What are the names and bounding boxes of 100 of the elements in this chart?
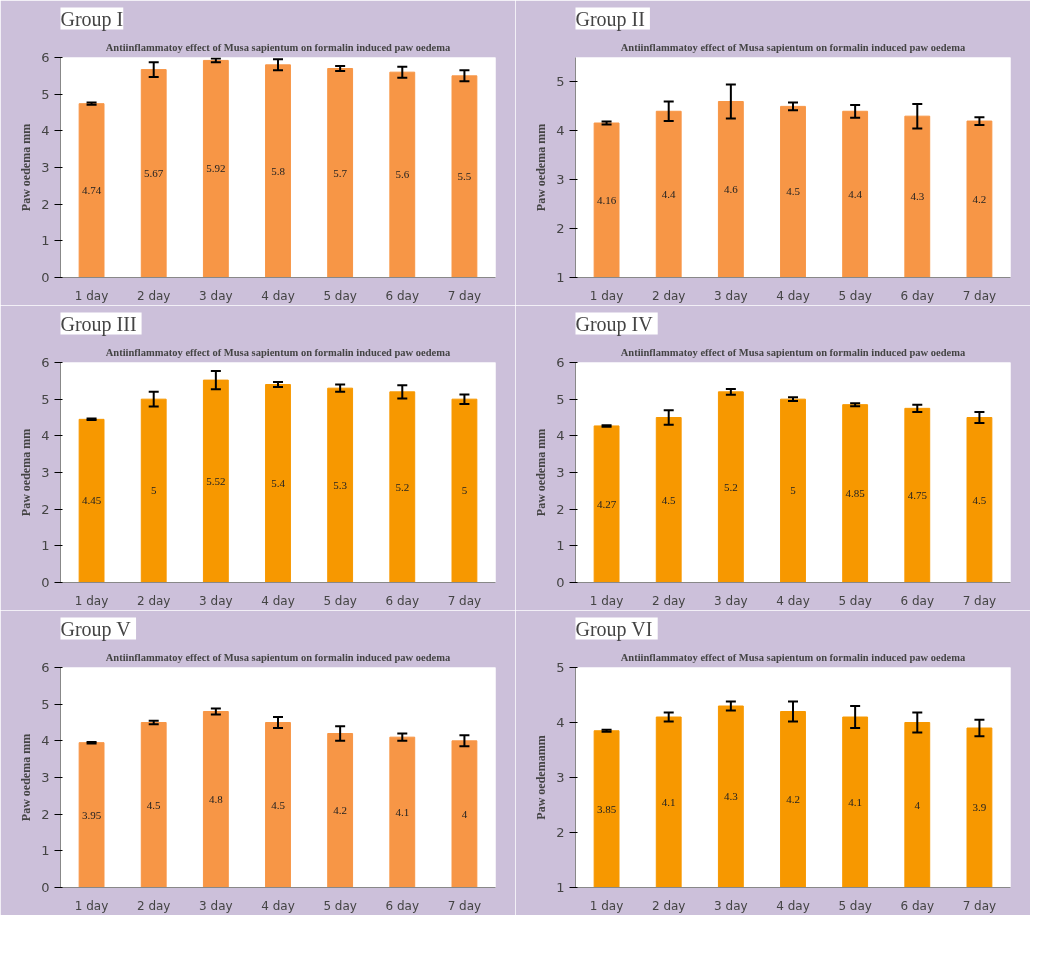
x-tick-label: 5 day (838, 898, 872, 913)
data-label: 4.2 (972, 192, 987, 205)
data-label: 5.67 (144, 167, 164, 180)
x-tick-label: 6 day (385, 593, 420, 608)
chart-title: Group VI (575, 617, 653, 641)
data-label: 4.5 (661, 493, 677, 506)
y-tick-label: 3 (41, 160, 50, 175)
data-label: 5.4 (271, 477, 286, 489)
data-label: 4.3 (723, 790, 739, 803)
data-label: 4.74 (81, 184, 102, 197)
y-tick-label: 4 (556, 715, 565, 730)
y-axis-title: Paw oedema mm (19, 733, 34, 822)
data-label: 5 (790, 484, 797, 497)
y-tick-label: 6 (41, 660, 50, 675)
y-tick-label: 4 (556, 428, 565, 444)
y-axis-title: Paw oedema mm (534, 123, 549, 212)
y-tick-label: 5 (41, 696, 50, 712)
x-tick-label: 2 day (136, 288, 171, 303)
x-tick-label: 2 day (136, 898, 171, 913)
x-tick-label: 1 day (74, 898, 109, 913)
y-tick-label: 5 (41, 391, 50, 407)
y-tick-label: 2 (41, 196, 50, 212)
y-tick-label: 2 (41, 501, 50, 517)
y-tick-label: 5 (556, 660, 565, 675)
y-tick-label: 3 (41, 770, 50, 785)
chart-subtitle: Antiinflammatoy effect of Musa sapientum on formalin induced paw oedema (620, 346, 966, 358)
chart-title: Group IV (575, 312, 654, 336)
y-tick-label: 4 (41, 733, 50, 749)
data-label: 5.3 (333, 478, 348, 491)
x-tick-label: 4 day (776, 593, 810, 608)
x-tick-label: 1 day (589, 898, 624, 913)
x-tick-label: 5 day (838, 593, 872, 608)
x-tick-label: 3 day (199, 288, 233, 303)
data-label: 4 (461, 807, 468, 820)
data-label: 4.45 (81, 494, 102, 507)
x-tick-label: 4 day (261, 288, 295, 303)
data-label: 4.16 (596, 193, 617, 206)
y-tick-label: 1 (41, 843, 50, 859)
x-tick-label: 5 day (323, 593, 357, 608)
x-tick-label: 6 day (900, 288, 935, 303)
data-label: 4.6 (723, 183, 739, 195)
data-label: 4.4 (848, 187, 863, 200)
data-label: 4.3 (910, 190, 925, 203)
y-tick-label: 1 (41, 233, 50, 249)
y-tick-label: 0 (556, 575, 565, 590)
y-tick-label: 5 (41, 86, 50, 102)
data-label: 4.27 (596, 497, 617, 510)
data-label: 4.75 (907, 488, 928, 501)
y-tick-label: 1 (556, 538, 565, 554)
chart-subtitle: Antiinflammatoy effect of Musa sapientum on formalin induced paw oedema (620, 41, 966, 53)
y-tick-label: 6 (556, 355, 565, 370)
y-tick-label: 1 (556, 270, 565, 285)
x-tick-label: 5 day (323, 898, 357, 913)
chart-title: Group I (60, 7, 124, 31)
data-label: 4.8 (208, 793, 224, 805)
x-tick-label: 1 day (589, 288, 624, 303)
data-label: 4 (914, 798, 921, 811)
y-tick-label: 3 (556, 770, 565, 785)
y-tick-label: 5 (556, 74, 565, 90)
y-tick-label: 0 (41, 880, 50, 895)
data-label: 5.6 (395, 168, 410, 181)
x-tick-label: 7 day (447, 288, 482, 303)
y-axis-title: Paw oedemamm (534, 735, 549, 820)
x-tick-label: 2 day (136, 593, 171, 608)
y-tick-label: 1 (556, 880, 565, 895)
x-tick-label: 4 day (776, 898, 810, 913)
y-tick-label: 6 (41, 355, 50, 370)
x-tick-label: 5 day (838, 288, 872, 303)
chart-subtitle: Antiinflammatoy effect of Musa sapientum on formalin induced paw oedema (620, 651, 966, 663)
data-label: 3.95 (81, 808, 102, 821)
data-label: 4.5 (972, 493, 987, 506)
x-tick-label: 5 day (323, 288, 357, 303)
y-tick-label: 3 (41, 465, 50, 480)
y-tick-label: 2 (556, 501, 565, 517)
y-tick-label: 2 (556, 221, 565, 237)
y-tick-label: 5 (556, 391, 565, 407)
data-label: 5.7 (333, 166, 348, 179)
data-label: 3.85 (596, 802, 617, 815)
x-tick-label: 1 day (74, 593, 109, 608)
chart-title: Group II (575, 7, 645, 31)
x-tick-label: 6 day (900, 898, 935, 913)
data-label: 5 (461, 484, 468, 497)
x-tick-label: 2 day (651, 898, 686, 913)
x-tick-label: 7 day (447, 898, 482, 913)
x-tick-label: 4 day (261, 898, 295, 913)
x-tick-label: 6 day (385, 288, 420, 303)
y-axis-title: Paw oedema mm (534, 428, 549, 517)
x-tick-label: 2 day (651, 288, 686, 303)
data-label: 4.85 (845, 487, 866, 500)
x-tick-label: 3 day (714, 593, 748, 608)
data-label: 5.5 (457, 170, 472, 183)
data-label: 3.9 (972, 801, 987, 814)
data-label: 5 (150, 484, 157, 497)
x-tick-label: 3 day (199, 593, 233, 608)
data-label: 5.8 (271, 164, 286, 177)
x-tick-label: 3 day (714, 898, 748, 913)
x-tick-label: 7 day (447, 593, 482, 608)
chart-subtitle: Antiinflammatoy effect of Musa sapientum on formalin induced paw oedema (105, 41, 451, 53)
data-label: 4.5 (786, 185, 801, 198)
x-tick-label: 1 day (74, 288, 109, 303)
